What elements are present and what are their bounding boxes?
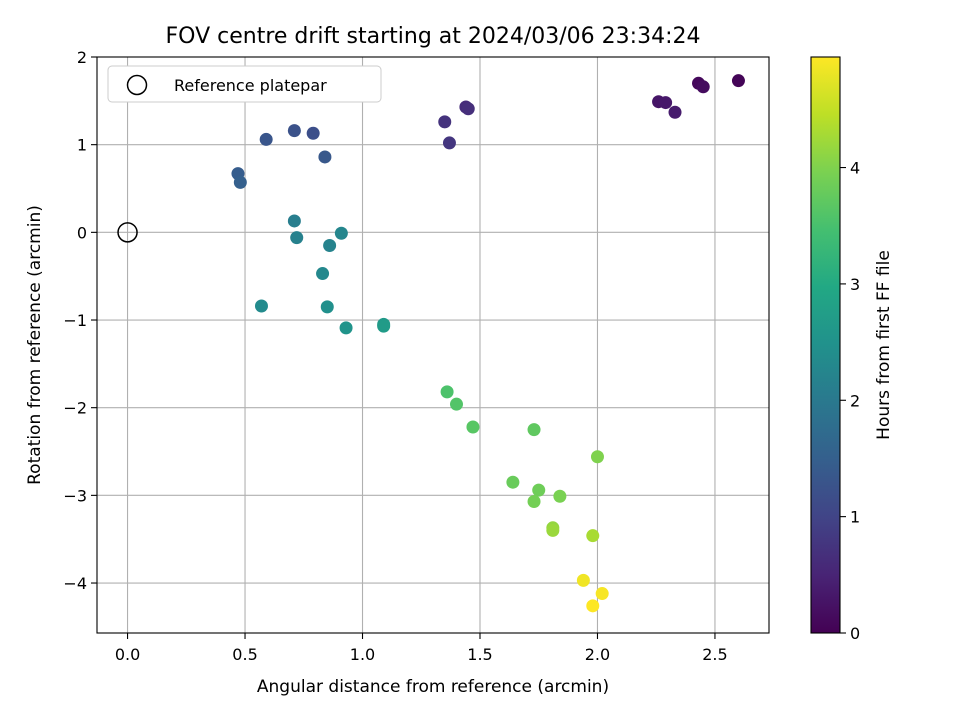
legend-box [107,65,382,103]
data-points [231,74,745,613]
chart-title: FOV centre drift starting at 2024/03/06 … [166,24,701,49]
data-point [306,126,320,140]
colorbar-tick-label: 1 [850,508,860,527]
data-point [527,494,541,508]
data-point [290,231,304,245]
legend-marker-reference [126,74,148,96]
data-point [449,397,463,411]
y-axis-label: Rotation from reference (arcmin) [25,205,45,485]
colorbar-ticks: 0 1 2 3 4 [840,159,860,643]
data-point [320,300,334,314]
data-point [668,105,682,119]
legend: Reference platepar [107,65,382,103]
x-tick-label: 0.0 [115,645,140,664]
y-tick-label: −2 [63,399,87,418]
y-tick-label: 2 [77,48,87,67]
colorbar: 0 1 2 3 4 Hours from first FF file [810,56,894,643]
data-point [696,80,710,94]
data-point [233,175,247,189]
data-point [659,96,673,110]
data-point [586,529,600,543]
legend-label-reference: Reference platepar [174,76,327,95]
reference-marker-layer [117,222,138,243]
data-point [438,115,452,129]
data-point [442,136,456,150]
x-tick-label: 1.5 [467,645,492,664]
x-tick-label: 2.0 [585,645,610,664]
y-tick-label: −3 [63,486,87,505]
x-axis-label: Angular distance from reference (arcmin) [257,677,609,697]
colorbar-tick-label: 3 [850,275,860,294]
data-point [377,319,391,333]
data-point [586,599,600,613]
y-tick-label: 0 [77,223,87,242]
data-point [254,299,268,313]
data-point [466,420,480,434]
data-point [590,450,604,464]
colorbar-gradient [810,56,841,634]
x-tick-label: 0.5 [232,645,257,664]
x-tick-label: 2.5 [702,645,727,664]
data-point [546,523,560,537]
data-point [339,321,353,335]
data-point [553,489,567,503]
colorbar-label: Hours from first FF file [874,250,894,440]
plot-frame [96,56,770,634]
data-point [334,226,348,240]
data-point [576,573,590,587]
data-point [532,483,546,497]
data-point [731,74,745,88]
reference-platepar-marker [117,222,138,243]
data-point [440,385,454,399]
data-point [595,587,609,601]
data-point [323,238,337,252]
data-point [318,150,332,164]
data-point [527,423,541,437]
y-tick-label: −1 [63,311,87,330]
colorbar-tick-label: 2 [850,391,860,410]
colorbar-tick-label: 4 [850,159,860,178]
axis-ticks: 0.0 0.5 1.0 1.5 2.0 2.5 −4 −3 −2 −1 0 1 2 [63,48,727,664]
data-point [316,267,330,281]
data-point [287,214,301,228]
data-point [287,124,301,138]
y-tick-label: 1 [77,136,87,155]
data-point [259,132,273,146]
data-point [506,475,520,489]
y-tick-label: −4 [63,574,87,593]
data-point [461,102,475,116]
colorbar-tick-label: 0 [850,624,860,643]
grid-lines [97,56,769,633]
x-tick-label: 1.0 [350,645,375,664]
